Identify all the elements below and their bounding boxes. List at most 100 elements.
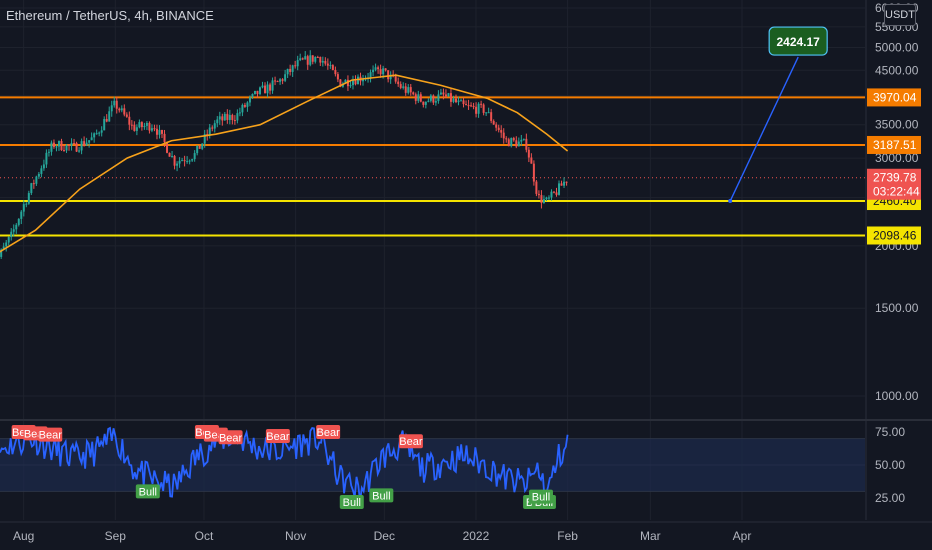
rsi-signal-bear: Bear <box>38 427 63 442</box>
candle-body <box>45 152 48 165</box>
candle-body <box>362 79 365 82</box>
candle-body <box>462 100 465 105</box>
candle-body <box>70 143 73 146</box>
candle-body <box>218 116 221 120</box>
candle-body <box>30 183 33 194</box>
candle-body <box>2 246 5 250</box>
candle-body <box>231 114 234 121</box>
candle-body <box>480 103 483 105</box>
candle-body <box>15 224 18 230</box>
countdown-text: 03:22:44 <box>873 185 920 199</box>
projection-target-label[interactable]: 2424.17 <box>768 26 828 56</box>
candle-body <box>407 87 410 93</box>
candle-body <box>32 183 35 185</box>
rsi-signal-bull: Bull <box>339 494 364 509</box>
candle-body <box>500 130 503 133</box>
candle-body <box>188 160 191 162</box>
candle-body <box>251 94 254 98</box>
candle-body <box>22 204 25 212</box>
candle-body <box>349 85 352 87</box>
candle-body <box>497 127 500 131</box>
level-tag-text: 3187.51 <box>873 138 917 152</box>
candle-body <box>294 65 297 67</box>
candle-body <box>547 197 550 199</box>
candle-body <box>78 150 81 152</box>
candle-body <box>266 84 269 94</box>
signal-text: Bull <box>343 497 361 509</box>
candle-body <box>422 101 425 105</box>
candle-body <box>452 98 455 102</box>
level-tag-text: 2098.46 <box>873 228 917 242</box>
candle-body <box>417 94 420 101</box>
candle-body <box>269 84 272 91</box>
candle-body <box>404 86 407 93</box>
price-tick: 4500.00 <box>875 63 919 77</box>
currency-button[interactable]: USDT <box>884 4 916 26</box>
signal-box <box>528 489 553 504</box>
signal-box <box>265 428 290 443</box>
candle-body <box>346 79 349 87</box>
price-tick: 3000.00 <box>875 151 919 165</box>
candle-body <box>208 127 211 136</box>
signal-box <box>369 488 394 503</box>
signal-box <box>218 430 243 445</box>
candle-body <box>83 141 86 146</box>
candle-body <box>309 55 312 65</box>
candle-body <box>379 69 382 75</box>
time-tick: Apr <box>733 529 752 543</box>
candle-body <box>25 203 28 205</box>
candle-body <box>326 63 329 66</box>
candle-body <box>20 211 23 219</box>
candle-body <box>472 105 475 107</box>
candle-body <box>351 80 354 86</box>
time-axis[interactable]: Aug Sep Oct Nov Dec 2022 Feb Mar Apr <box>0 521 932 543</box>
symbol-title[interactable]: Ethereum / TetherUS, 4h, BINANCE <box>6 8 214 23</box>
time-tick: Nov <box>285 529 306 543</box>
candle-body <box>336 74 339 80</box>
candle-body <box>331 65 334 71</box>
candle-body <box>389 74 392 80</box>
candle-body <box>171 156 174 158</box>
candle-body <box>344 79 347 84</box>
price-tick: 1000.00 <box>875 389 919 403</box>
candle-body <box>402 86 405 88</box>
candle-body <box>176 163 179 166</box>
rsi-axis[interactable]: 25.00 50.00 75.00 <box>875 425 905 505</box>
rsi-signal-bull: Bull <box>135 484 160 499</box>
candle-body <box>563 181 566 186</box>
candle-body <box>492 120 495 125</box>
candle-body <box>98 132 101 134</box>
candle-body <box>465 104 468 106</box>
candle-body <box>173 156 176 166</box>
price-tick: 1500.00 <box>875 301 919 315</box>
candle-body <box>166 142 169 153</box>
rsi-signal-bear: Bear <box>316 425 341 439</box>
level-tag-box <box>867 226 921 245</box>
candle-body <box>439 92 442 95</box>
candle-body <box>35 176 38 184</box>
time-tick: 2022 <box>463 529 490 543</box>
candle-body <box>274 80 277 82</box>
level-tag-text: 3970.04 <box>873 90 917 104</box>
candle-body <box>243 104 246 107</box>
projection-start-point[interactable] <box>728 199 733 204</box>
candle-body <box>558 183 561 195</box>
candle-body <box>57 141 60 147</box>
candle-body <box>143 125 146 128</box>
candle-body <box>485 112 488 114</box>
candle-body <box>37 173 40 177</box>
candle-body <box>27 193 30 204</box>
time-tick: Sep <box>105 529 127 543</box>
candle-body <box>507 139 510 147</box>
candle-body <box>502 132 505 139</box>
candle-body <box>85 142 88 146</box>
candle-body <box>555 192 558 195</box>
candle-body <box>213 123 216 129</box>
candle-body <box>95 133 98 135</box>
candle-body <box>520 139 523 142</box>
candle-body <box>399 84 402 88</box>
rsi-signal-bear: Bear <box>398 434 423 449</box>
candle-body <box>123 108 126 115</box>
